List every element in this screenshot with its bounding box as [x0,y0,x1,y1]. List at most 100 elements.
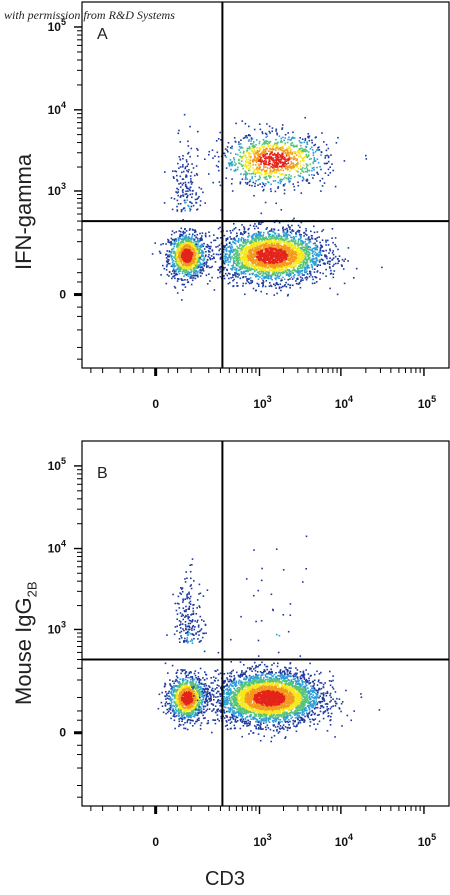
event-dot-a [263,145,265,148]
event-dot-a [279,242,282,244]
event-dot-a [272,148,275,151]
event-dot-a [171,230,174,232]
event-dot-a [290,270,292,272]
event-dot-a [173,285,176,288]
event-dot-a [226,238,229,240]
event-dot-a [316,249,318,251]
event-dot-a [252,160,254,163]
event-dot-a [216,151,219,154]
event-dot-a [237,261,240,264]
event-dot-a [290,138,292,141]
event-dot-a [267,268,270,270]
event-dot-a [186,260,189,262]
event-dot-a [295,154,298,156]
event-dot-a [297,229,299,232]
event-dot-a [206,266,208,268]
event-dot-a [269,245,272,247]
event-dot-a [313,264,316,266]
event-dot-a [228,250,230,252]
event-dot-a [271,248,273,251]
event-dot-a [297,243,299,245]
event-dot-a [330,269,332,272]
event-dot-a [180,258,183,260]
event-dot-a [180,227,183,230]
event-dot-a [288,245,291,247]
event-dot-a [289,284,291,287]
event-dot-a [328,263,331,265]
event-dot-a [306,141,308,143]
event-dot-a [294,151,296,153]
event-dot-a [293,146,295,148]
event-dot-a [308,174,311,176]
event-dot-a [324,172,327,174]
event-dot-a [259,253,262,255]
event-dot-a [272,238,274,241]
event-dot-a [224,249,227,251]
event-dot-a [243,263,246,266]
event-dot-a [302,242,305,244]
event-dot-a [255,139,258,141]
event-dot-a [277,240,280,243]
event-dot-a [269,282,271,284]
event-dot-a [277,181,279,184]
event-dot-a [273,163,276,165]
event-dot-a [259,128,262,131]
event-dot-a [252,239,255,241]
event-dot-a [223,277,226,280]
event-dot-a [274,237,277,239]
event-dot-a [178,264,181,266]
event-dot-a [278,286,281,288]
event-dot-a [261,132,264,135]
event-dot-a [310,249,313,252]
event-dot-a [239,277,242,280]
event-dot-a [252,260,255,262]
event-dot-a [194,255,197,257]
event-dot-a [333,270,336,272]
event-dot-a [187,252,189,255]
event-dot-a [278,235,280,237]
event-dot-a [179,244,181,247]
event-dot-a [180,248,183,250]
event-dot-a [268,125,271,128]
event-dot-a [249,263,251,265]
event-dot-a [328,266,331,268]
event-dot-a [271,237,273,239]
event-dot-a [219,226,221,229]
event-dot-a [281,239,283,241]
event-dot-a [246,178,249,181]
event-dot-a [274,241,277,244]
event-dot-a [201,268,204,271]
event-dot-a [313,250,315,253]
event-dot-a [301,157,303,159]
event-dot-a [202,245,205,248]
event-dot-a [168,259,170,261]
event-dot-a [170,237,173,240]
event-dot-a [186,264,189,266]
event-dot-a [332,276,335,279]
event-dot-a [235,271,238,273]
event-dot-a [255,144,257,146]
event-dot-a [195,241,197,243]
event-dot-a [323,162,326,165]
event-dot-a [217,166,219,168]
event-dot-a [283,234,285,236]
event-dot-a [197,243,199,245]
event-dot-a [168,271,171,273]
event-dot-a [185,234,188,236]
event-dot-a [224,257,227,259]
event-dot-a [308,275,311,278]
event-dot-a [267,181,269,183]
event-dot-a [227,264,230,266]
event-dot-a [211,276,213,279]
event-dot-a [229,256,231,259]
event-dot-a [270,166,272,168]
event-dot-a [191,244,194,246]
event-dot-a [261,245,263,247]
event-dot-a [188,252,191,254]
event-dot-a [257,267,260,269]
event-dot-a [210,241,212,244]
event-dot-a [242,276,245,278]
event-dot-a [188,265,190,267]
event-dot-a [280,236,283,239]
event-dot-a [279,245,281,247]
